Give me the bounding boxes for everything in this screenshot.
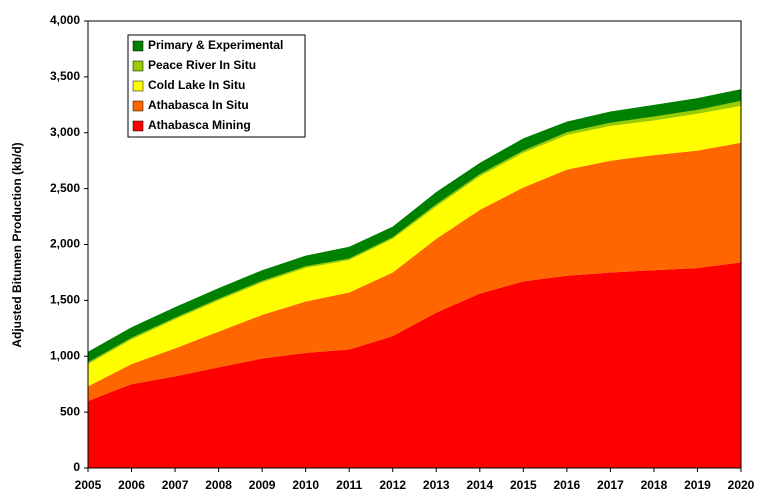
x-tick-label: 2009 <box>249 478 276 492</box>
y-tick-label: 1,000 <box>50 348 80 362</box>
x-tick-label: 2013 <box>423 478 450 492</box>
area <box>88 142 741 401</box>
x-tick-label: 2018 <box>641 478 668 492</box>
legend-label: Peace River In Situ <box>148 58 256 72</box>
legend-label: Athabasca Mining <box>148 118 251 132</box>
x-tick-label: 2005 <box>75 478 102 492</box>
x-tick-label: 2006 <box>118 478 145 492</box>
legend-swatch <box>132 120 144 132</box>
legend-swatch <box>132 100 144 112</box>
x-tick-label: 2014 <box>466 478 493 492</box>
x-tick-label: 2011 <box>336 478 362 492</box>
legend-label: Primary & Experimental <box>148 38 283 52</box>
x-tick-label: 2016 <box>554 478 581 492</box>
legend-swatch <box>132 60 144 72</box>
y-tick-label: 0 <box>73 460 80 474</box>
y-tick-label: 1,500 <box>50 293 80 307</box>
y-tick-label: 500 <box>60 404 80 418</box>
area <box>88 262 741 468</box>
legend-swatch <box>132 80 144 92</box>
x-tick-label: 2017 <box>597 478 624 492</box>
legend-box <box>127 34 306 138</box>
x-tick-label: 2015 <box>510 478 537 492</box>
y-axis-label: Adjusted Bitumen Production (kb/d) <box>10 142 24 347</box>
x-tick-label: 2010 <box>292 478 319 492</box>
x-tick-label: 2008 <box>205 478 232 492</box>
x-tick-label: 2020 <box>728 478 755 492</box>
y-tick-label: 4,000 <box>50 13 80 27</box>
x-tick-label: 2019 <box>684 478 711 492</box>
y-tick-label: 2,500 <box>50 181 80 195</box>
legend-swatch <box>132 40 144 52</box>
x-tick-label: 2007 <box>162 478 189 492</box>
y-tick-label: 2,000 <box>50 237 80 251</box>
y-tick-label: 3,500 <box>50 69 80 83</box>
legend-label: Cold Lake In Situ <box>148 78 245 92</box>
x-tick-label: 2012 <box>379 478 406 492</box>
area <box>88 105 741 387</box>
y-tick-label: 3,000 <box>50 125 80 139</box>
legend-label: Athabasca In Situ <box>148 98 249 112</box>
